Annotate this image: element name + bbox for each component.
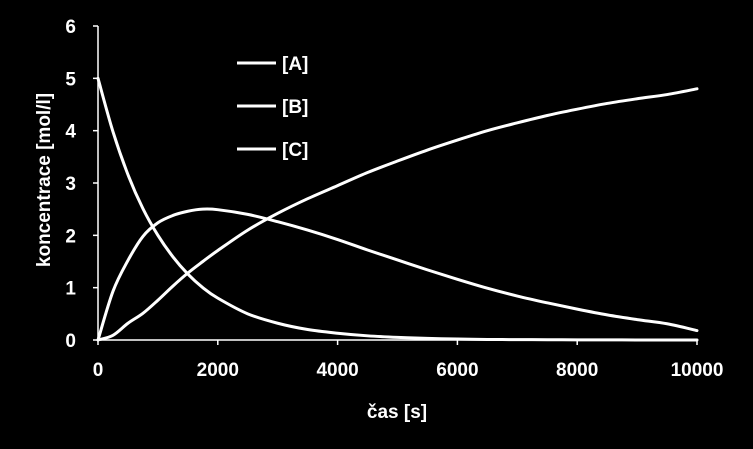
series-line-b	[96, 207, 699, 342]
y-tick-label: 0	[65, 331, 76, 352]
y-axis-title: koncentrace [mol/l]	[34, 93, 55, 267]
x-tick-label: 10000	[671, 360, 724, 381]
x-tick-label: 6000	[436, 360, 478, 381]
y-tick-label: 2	[65, 226, 76, 247]
y-tick-label: 5	[65, 69, 76, 90]
legend-label-a: [A]	[282, 54, 308, 75]
legend-label-c: [C]	[282, 140, 308, 161]
x-tick-label: 2000	[197, 360, 239, 381]
y-tick-label: 6	[65, 17, 76, 38]
legend: [A] [B] [C]	[237, 54, 308, 161]
x-axis-title: čas [s]	[367, 402, 427, 423]
y-tick-label: 1	[65, 279, 76, 300]
y-tick-label: 4	[65, 122, 76, 143]
x-tick-label: 8000	[556, 360, 598, 381]
x-tick-label: 0	[93, 360, 104, 381]
series-line-c	[96, 87, 699, 342]
tick-labels: 0 2000 4000 6000 8000 10000 0 1 2 3 4 5 6	[65, 17, 723, 381]
y-tick-label: 3	[65, 174, 76, 195]
x-tick-label: 4000	[316, 360, 358, 381]
legend-label-b: [B]	[282, 97, 308, 118]
